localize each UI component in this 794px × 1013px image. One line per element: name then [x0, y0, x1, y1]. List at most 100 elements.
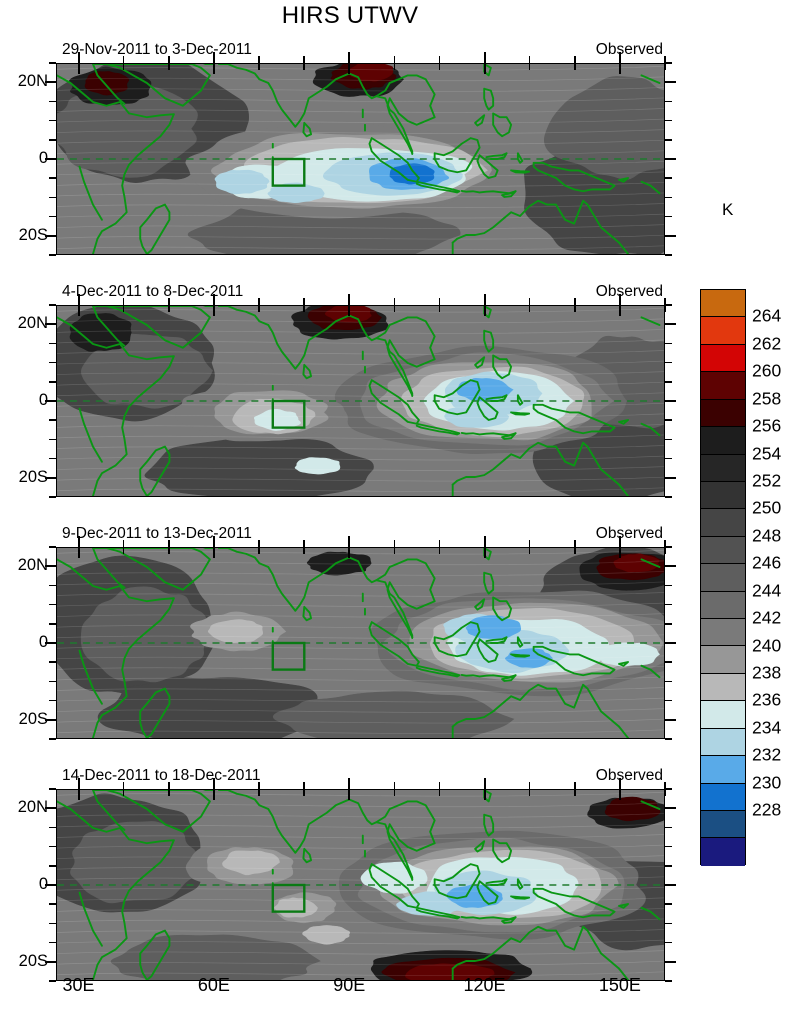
colorbar-tick-label: 242: [752, 607, 782, 628]
y-axis-tick: [665, 980, 672, 982]
y-axis-label: 20S: [18, 225, 48, 244]
colorbar-swatch: [701, 673, 745, 702]
x-axis-tick: [618, 305, 621, 316]
x-axis-tick: [122, 782, 125, 789]
x-axis-tick: [664, 305, 666, 312]
x-axis-tick: [167, 63, 170, 70]
y-axis-tick: [49, 177, 56, 179]
x-axis-tick: [618, 63, 621, 74]
y-axis-tick: [665, 546, 672, 548]
x-axis-tick: [664, 782, 666, 789]
y-axis-label: 0: [38, 149, 48, 167]
y-axis-tick: [665, 81, 676, 84]
colorbar-swatch: [701, 344, 745, 373]
x-axis-tick: [483, 63, 486, 74]
y-axis-tick: [665, 718, 676, 721]
y-axis-label: 20N: [17, 556, 48, 575]
y-axis-tick: [665, 457, 672, 460]
x-axis-tick: [483, 789, 486, 800]
y-axis-tick: [665, 400, 676, 402]
y-axis-tick: [45, 234, 56, 237]
y-axis-tick: [665, 215, 672, 218]
y-axis-tick: [49, 546, 56, 548]
x-axis-tick: [77, 305, 80, 316]
y-axis-tick: [665, 738, 672, 740]
y-axis-tick: [45, 158, 56, 160]
panel-source-label: Observed: [595, 767, 663, 784]
y-axis-tick: [49, 738, 56, 740]
x-axis-tick: [167, 782, 170, 789]
y-axis-label: 20S: [18, 951, 48, 970]
y-axis-tick: [49, 196, 56, 199]
y-axis-tick: [45, 476, 56, 479]
y-axis-tick: [665, 304, 672, 306]
x-axis-tick: [664, 56, 666, 63]
x-axis-tick: [528, 540, 531, 547]
map-plot-area[interactable]: [56, 547, 665, 739]
y-axis-tick: [49, 584, 56, 587]
x-axis-tick: [393, 540, 396, 547]
x-axis-tick: [303, 63, 305, 70]
y-axis-tick: [49, 119, 56, 122]
x-axis-tick: [212, 63, 215, 74]
y-axis-tick: [45, 81, 56, 84]
x-axis-tick: [528, 298, 531, 305]
y-axis-tick: [49, 680, 56, 683]
map-plot-area[interactable]: [56, 305, 665, 497]
x-axis-tick: [438, 298, 441, 305]
x-axis-tick: [618, 52, 621, 63]
x-axis-tick: [393, 782, 396, 789]
x-axis-tick: [348, 294, 351, 305]
y-axis-label: 0: [38, 391, 48, 409]
y-axis-tick: [49, 922, 56, 925]
colorbar-swatch: [701, 619, 745, 647]
colorbar-tick-label: 230: [752, 772, 782, 793]
x-axis-label: 90E: [333, 975, 366, 995]
colorbar-swatch: [701, 838, 745, 866]
x-axis-tick: [258, 305, 260, 312]
x-axis-tick: [167, 305, 170, 312]
colorbar-swatch: [701, 427, 745, 455]
y-axis-tick: [665, 788, 672, 790]
map-plot-area[interactable]: [56, 789, 665, 981]
y-axis-tick: [665, 845, 672, 848]
map-plot-area[interactable]: [56, 63, 665, 255]
colorbar-swatch: [701, 701, 745, 729]
x-axis-tick: [348, 778, 351, 789]
y-axis-tick: [665, 158, 676, 160]
x-axis-tick: [483, 547, 486, 558]
y-axis-tick: [665, 699, 672, 702]
x-axis-label: 120E: [463, 975, 506, 995]
x-axis-tick: [167, 540, 170, 547]
x-axis-tick: [483, 536, 486, 547]
panel-date-label: 14-Dec-2011 to 18-Dec-2011: [62, 767, 261, 784]
colorbar-swatch: [701, 728, 745, 757]
x-axis-tick: [348, 63, 351, 74]
y-axis-tick: [49, 361, 56, 364]
x-axis-tick: [618, 294, 621, 305]
colorbar-tick-label: 250: [752, 497, 782, 518]
panel-source-label: Observed: [595, 525, 663, 542]
x-axis-tick: [664, 298, 666, 305]
x-axis-tick: [303, 789, 305, 796]
y-axis-tick: [49, 699, 56, 702]
x-axis-tick: [77, 789, 80, 800]
colorbar-tick-label: 264: [752, 305, 782, 326]
y-axis-tick: [665, 661, 672, 663]
x-axis-tick: [438, 63, 441, 70]
y-axis-tick: [49, 100, 56, 103]
colorbar-swatch: [701, 591, 745, 620]
y-axis-tick: [49, 826, 56, 829]
y-axis-tick: [45, 960, 56, 963]
x-axis-tick: [573, 63, 576, 70]
x-axis-tick: [618, 789, 621, 800]
x-axis-tick: [573, 305, 576, 312]
y-axis-tick: [665, 903, 672, 905]
colorbar-swatch: [701, 317, 745, 345]
y-axis-label: 0: [38, 633, 48, 651]
y-axis-tick: [49, 304, 56, 306]
colorbar-swatch: [701, 509, 745, 537]
y-axis-label: 20N: [17, 314, 48, 333]
y-axis-tick: [665, 419, 672, 421]
x-axis-tick: [438, 540, 441, 547]
